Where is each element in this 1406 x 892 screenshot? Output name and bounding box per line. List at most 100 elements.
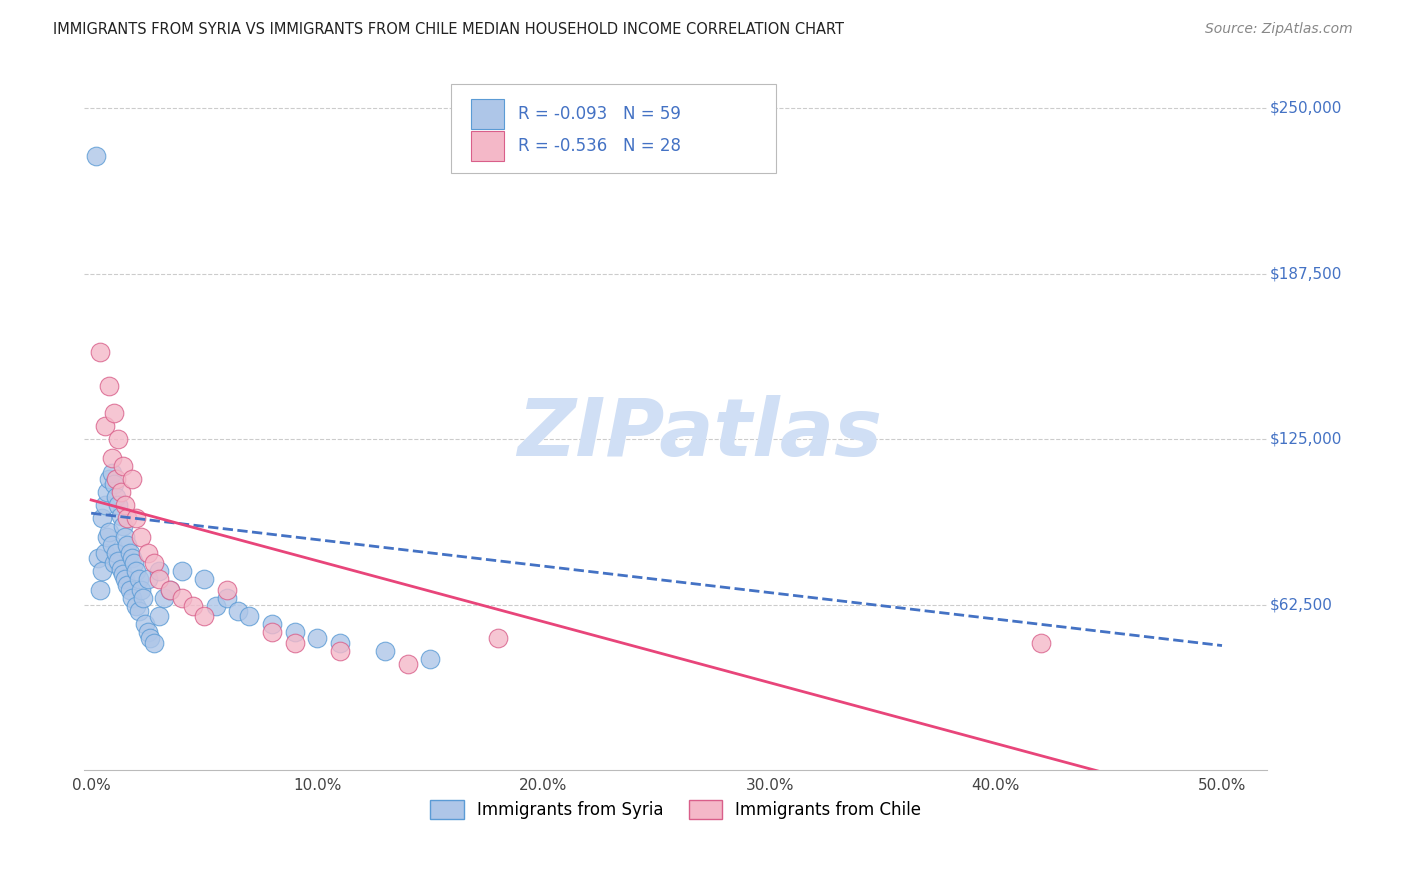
Point — [419, 652, 441, 666]
Point — [121, 551, 143, 566]
Point — [143, 636, 166, 650]
Point — [96, 485, 118, 500]
Point — [307, 631, 329, 645]
Point — [103, 406, 125, 420]
Point — [129, 582, 152, 597]
Point — [118, 546, 141, 560]
Text: Source: ZipAtlas.com: Source: ZipAtlas.com — [1205, 22, 1353, 37]
Text: $250,000: $250,000 — [1270, 101, 1341, 116]
FancyBboxPatch shape — [451, 84, 776, 173]
Point — [284, 636, 307, 650]
Bar — [471, 131, 505, 161]
Point — [111, 567, 134, 582]
Point — [139, 631, 162, 645]
Point — [98, 379, 121, 393]
Point — [118, 582, 141, 597]
Legend: Immigrants from Syria, Immigrants from Chile: Immigrants from Syria, Immigrants from C… — [423, 793, 928, 826]
Point — [105, 491, 128, 505]
Point — [93, 546, 115, 560]
Point — [170, 565, 193, 579]
Text: $187,500: $187,500 — [1270, 266, 1341, 281]
Point — [129, 530, 152, 544]
Text: R = -0.536   N = 28: R = -0.536 N = 28 — [519, 137, 682, 155]
Point — [148, 573, 170, 587]
Text: ZIPatlas: ZIPatlas — [517, 395, 882, 473]
Point — [84, 149, 107, 163]
Point — [136, 546, 159, 560]
Text: $125,000: $125,000 — [1270, 432, 1341, 447]
Point — [143, 557, 166, 571]
Point — [114, 498, 136, 512]
Point — [486, 631, 509, 645]
Point — [125, 511, 148, 525]
Text: $62,500: $62,500 — [1270, 597, 1333, 612]
Point — [374, 644, 396, 658]
Bar — [471, 100, 505, 129]
Point — [91, 565, 114, 579]
Point — [105, 472, 128, 486]
Point — [105, 546, 128, 560]
Point — [329, 636, 352, 650]
Point — [107, 432, 129, 446]
Point — [226, 604, 249, 618]
Point — [125, 599, 148, 613]
Point — [159, 582, 181, 597]
Point — [93, 498, 115, 512]
Point — [148, 609, 170, 624]
Point — [100, 538, 122, 552]
Point — [114, 573, 136, 587]
Point — [148, 565, 170, 579]
Point — [170, 591, 193, 605]
Point — [262, 617, 284, 632]
Point — [125, 565, 148, 579]
Point — [111, 458, 134, 473]
Point — [107, 554, 129, 568]
Point — [396, 657, 419, 671]
Point — [132, 591, 155, 605]
Point — [98, 472, 121, 486]
Text: R = -0.093   N = 59: R = -0.093 N = 59 — [519, 105, 682, 123]
Point — [100, 450, 122, 465]
Point — [110, 508, 132, 523]
Point — [110, 562, 132, 576]
Point — [193, 573, 215, 587]
Point — [134, 617, 156, 632]
Point — [117, 577, 139, 591]
Point — [204, 599, 226, 613]
Point — [284, 625, 307, 640]
Point — [98, 524, 121, 539]
Point — [215, 591, 238, 605]
Point — [136, 625, 159, 640]
Point — [128, 604, 150, 618]
Point — [136, 573, 159, 587]
Point — [93, 418, 115, 433]
Point — [89, 582, 111, 597]
Point — [128, 573, 150, 587]
Point — [103, 477, 125, 491]
Point — [262, 625, 284, 640]
Text: IMMIGRANTS FROM SYRIA VS IMMIGRANTS FROM CHILE MEDIAN HOUSEHOLD INCOME CORRELATI: IMMIGRANTS FROM SYRIA VS IMMIGRANTS FROM… — [53, 22, 845, 37]
Point — [215, 582, 238, 597]
Point — [96, 530, 118, 544]
Point — [117, 538, 139, 552]
Point — [111, 519, 134, 533]
Point — [122, 557, 145, 571]
Point — [100, 467, 122, 481]
Point — [107, 498, 129, 512]
Point — [193, 609, 215, 624]
Point — [87, 551, 110, 566]
Point — [103, 557, 125, 571]
Point — [117, 511, 139, 525]
Point — [238, 609, 260, 624]
Point — [121, 591, 143, 605]
Point — [89, 344, 111, 359]
Point — [181, 599, 204, 613]
Point — [1029, 636, 1052, 650]
Point — [91, 511, 114, 525]
Point — [110, 485, 132, 500]
Point — [152, 591, 174, 605]
Point — [114, 530, 136, 544]
Point — [329, 644, 352, 658]
Point — [121, 472, 143, 486]
Point — [159, 582, 181, 597]
